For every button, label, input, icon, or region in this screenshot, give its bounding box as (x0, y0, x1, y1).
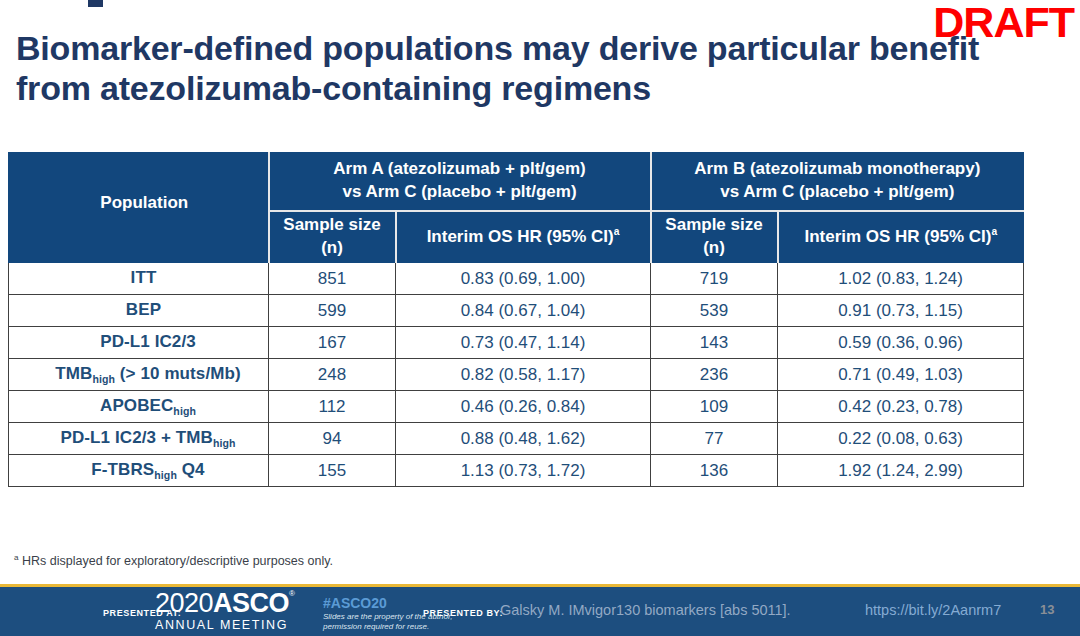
sample-size-b-cell: 77 (651, 423, 778, 455)
hr-b-cell: 0.71 (0.49, 1.03) (778, 359, 1024, 391)
slide-corner-mark (88, 0, 103, 7)
column-header-population: Population (9, 153, 269, 263)
sample-size-a-cell: 248 (269, 359, 396, 391)
group-header-arm-a-line2: vs Arm C (placebo + plt/gem) (270, 181, 650, 204)
population-cell: TMBhigh (> 10 muts/Mb) (9, 359, 269, 391)
column-header-sample-size-a: Sample size (n) (269, 211, 396, 263)
sample-size-b-cell: 539 (651, 295, 778, 327)
sample-size-a-cell: 851 (269, 263, 396, 295)
asco-logo-wordmark: 2020ASCO® (155, 590, 295, 617)
hashtag: #ASCO20 (323, 595, 387, 611)
table-row-pdl1-tmb: PD-L1 IC2/3 + TMBhigh 94 0.88 (0.48, 1.6… (9, 423, 1024, 455)
population-label: APOBEC (100, 396, 173, 415)
column-header-hr-b: Interim OS HR (95% CI)a (778, 211, 1024, 263)
table-row-ftbrs: F-TBRShigh Q4 155 1.13 (0.73, 1.72) 136 … (9, 455, 1024, 487)
hr-b-cell: 1.02 (0.83, 1.24) (778, 263, 1024, 295)
hr-header-footnote-sup: a (991, 226, 997, 237)
hr-b-cell: 1.92 (1.24, 2.99) (778, 455, 1024, 487)
table-row-bep: BEP 599 0.84 (0.67, 1.04) 539 0.91 (0.73… (9, 295, 1024, 327)
column-header-sample-size-b: Sample size (n) (651, 211, 778, 263)
footnote-sup: a (14, 553, 19, 562)
hr-header-text: Interim OS HR (95% CI) (427, 227, 614, 246)
slide-url-link[interactable]: https://bit.ly/2Aanrm7 (865, 602, 1001, 618)
population-label: TMB (55, 364, 92, 383)
asco-logo-name: ASCO (213, 588, 289, 618)
hr-b-cell: 0.22 (0.08, 0.63) (778, 423, 1024, 455)
population-label: ITT (131, 268, 157, 287)
sample-size-a-cell: 167 (269, 327, 396, 359)
sample-size-b-cell: 236 (651, 359, 778, 391)
hr-a-cell: 1.13 (0.73, 1.72) (396, 455, 651, 487)
population-subscript: high (213, 437, 236, 449)
page-number: 13 (1040, 602, 1054, 617)
sample-size-b-cell: 719 (651, 263, 778, 295)
population-subscript: high (173, 405, 196, 417)
group-header-arm-a: Arm A (atezolizumab + plt/gem) vs Arm C … (269, 153, 651, 211)
population-cell: PD-L1 IC2/3 + TMBhigh (9, 423, 269, 455)
asco-annual-meeting-logo: 2020ASCO® ANNUAL MEETING (155, 590, 295, 632)
population-cell: PD-L1 IC2/3 (9, 327, 269, 359)
hr-a-cell: 0.82 (0.58, 1.17) (396, 359, 651, 391)
hr-b-cell: 0.91 (0.73, 1.15) (778, 295, 1024, 327)
sample-size-b-cell: 109 (651, 391, 778, 423)
hr-b-cell: 0.42 (0.23, 0.78) (778, 391, 1024, 423)
sample-size-a-cell: 112 (269, 391, 396, 423)
hr-a-cell: 0.88 (0.48, 1.62) (396, 423, 651, 455)
hr-b-cell: 0.59 (0.36, 0.96) (778, 327, 1024, 359)
hr-a-cell: 0.46 (0.26, 0.84) (396, 391, 651, 423)
slide-title: Biomarker-defined populations may derive… (16, 28, 991, 108)
population-subscript: high (154, 469, 177, 481)
population-label: PD-L1 IC2/3 + TMB (61, 428, 213, 447)
column-header-hr-a: Interim OS HR (95% CI)a (396, 211, 651, 263)
sample-size-b-cell: 136 (651, 455, 778, 487)
population-cell: APOBEChigh (9, 391, 269, 423)
population-cell: ITT (9, 263, 269, 295)
table-row-pdl1: PD-L1 IC2/3 167 0.73 (0.47, 1.14) 143 0.… (9, 327, 1024, 359)
population-label: F-TBRS (91, 460, 154, 479)
population-cell: F-TBRShigh Q4 (9, 455, 269, 487)
population-label: BEP (126, 300, 161, 319)
hr-header-footnote-sup: a (614, 226, 620, 237)
table-row-tmb: TMBhigh (> 10 muts/Mb) 248 0.82 (0.58, 1… (9, 359, 1024, 391)
registered-trademark-icon: ® (289, 589, 294, 598)
presented-by-label: PRESENTED BY: (423, 608, 503, 618)
table-row-itt: ITT 851 0.83 (0.69, 1.00) 719 1.02 (0.83… (9, 263, 1024, 295)
biomarker-hr-table: Population Arm A (atezolizumab + plt/gem… (8, 152, 1024, 487)
hr-a-cell: 0.73 (0.47, 1.14) (396, 327, 651, 359)
hr-a-cell: 0.83 (0.69, 1.00) (396, 263, 651, 295)
population-label: PD-L1 IC2/3 (100, 332, 196, 351)
population-subscript: high (92, 373, 115, 385)
population-cell: BEP (9, 295, 269, 327)
group-header-arm-b-line2: vs Arm C (placebo + plt/gem) (652, 181, 1024, 204)
group-header-arm-b: Arm B (atezolizumab monotherapy) vs Arm … (651, 153, 1024, 211)
presenter-citation: Galsky M. IMvigor130 biomarkers [abs 501… (500, 602, 791, 618)
population-suffix: (> 10 muts/Mb) (115, 364, 241, 383)
disclaimer-line2: permission required for reuse. (323, 622, 452, 632)
group-header-arm-a-line1: Arm A (atezolizumab + plt/gem) (270, 158, 650, 181)
asco-logo-subtitle: ANNUAL MEETING (155, 619, 295, 632)
sample-size-b-cell: 143 (651, 327, 778, 359)
hr-a-cell: 0.84 (0.67, 1.04) (396, 295, 651, 327)
sample-size-a-cell: 599 (269, 295, 396, 327)
footer-bar: PRESENTED AT: 2020ASCO® ANNUAL MEETING #… (0, 587, 1080, 636)
footnote: a HRs displayed for exploratory/descript… (14, 553, 333, 568)
sample-size-a-cell: 94 (269, 423, 396, 455)
group-header-arm-b-line1: Arm B (atezolizumab monotherapy) (652, 158, 1024, 181)
population-suffix: Q4 (177, 460, 205, 479)
sample-size-a-cell: 155 (269, 455, 396, 487)
footnote-text: HRs displayed for exploratory/descriptiv… (22, 554, 333, 568)
asco-logo-year: 2020 (155, 588, 213, 618)
table-row-apobec: APOBEChigh 112 0.46 (0.26, 0.84) 109 0.4… (9, 391, 1024, 423)
hr-header-text: Interim OS HR (95% CI) (804, 227, 991, 246)
